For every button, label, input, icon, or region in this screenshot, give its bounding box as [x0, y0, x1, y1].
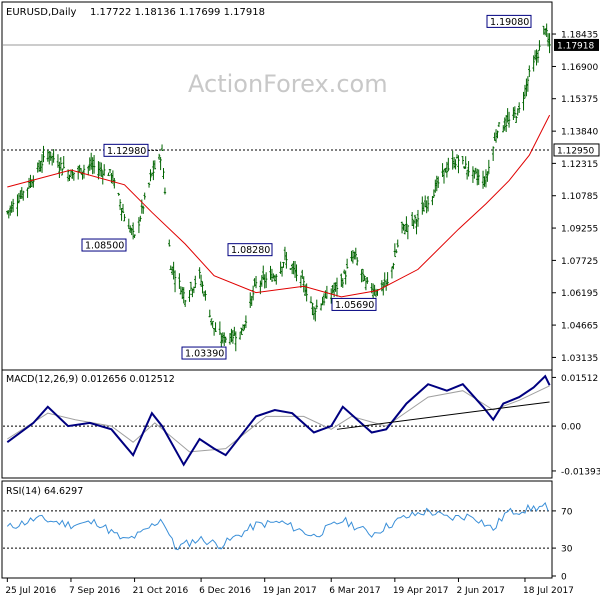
price-series [6, 23, 551, 352]
macd-line [6, 374, 551, 467]
rsi-line [6, 501, 549, 551]
macd-y-tick-label: -0.01393S [561, 467, 600, 477]
rsi-y-tick-label: 70 [561, 507, 573, 517]
price-annotation-box [181, 346, 227, 360]
x-tick-label: 21 Oct 2016 [133, 586, 189, 596]
price-annotation-box [227, 243, 273, 257]
price-annotation-label: 1.12980 [107, 146, 146, 157]
macd-pane: MACD(12,26,9) 0.012656 0.012512 0.015120… [1, 369, 600, 479]
symbol-title: EURUSD,Daily [6, 7, 77, 18]
price-y-tick-label: 1.16900 [561, 63, 598, 73]
price-pane-frame [1, 1, 553, 371]
price-y-tick-label: 1.12315 [561, 160, 598, 170]
x-tick-label: 18 Jul 2017 [523, 586, 574, 596]
price-y-tick-label: 1.18435 [561, 31, 598, 41]
x-axis: 25 Jul 2016 7 Sep 2016 21 Oct 2016 6 Dec 20… [5, 578, 574, 596]
rsi-y-tick-label: 30 [561, 545, 573, 555]
price-horizontal-levels: 1.12950 1.17918 [3, 38, 600, 157]
price-annotation-box [486, 14, 532, 28]
price-y-tick-label: 1.03135 [561, 354, 598, 364]
rsi-series [3, 501, 551, 551]
macd-signal-line [7, 385, 550, 453]
current-price-badge [554, 38, 599, 51]
price-annotation-label: 1.19080 [490, 17, 529, 28]
price-y-tick-label: 1.04665 [561, 322, 598, 332]
macd-y-tick-label: 0.00 [561, 423, 581, 433]
ohlc-readout: 1.17722 1.18136 1.17699 1.17918 [90, 7, 265, 18]
price-y-tick-label: 1.06195 [561, 289, 598, 299]
price-annotation-label: 1.08500 [85, 241, 124, 252]
price-y-tick-label: 1.07725 [561, 257, 598, 267]
rsi-y-axis: 70 30 0 [552, 507, 573, 583]
macd-y-tick-label: 0.01512 [561, 374, 598, 384]
x-tick-label: 6 Dec 2016 [199, 586, 251, 596]
price-annotations: 1.19080 1.12980 1.08500 1.08280 1.05690 1.033… [81, 14, 532, 360]
rsi-pane-frame [1, 480, 553, 579]
macd-y-axis: 0.01512 0.00 -0.01393S [552, 374, 600, 477]
moving-average-line [7, 114, 551, 298]
price-annotation-box [81, 238, 127, 252]
price-annotation-box [331, 297, 377, 311]
price-y-axis: 1.18435 1.16900 1.15375 1.13840 1.12315 1.107… [552, 31, 598, 364]
x-tick-label: 2 Jun 2017 [456, 586, 504, 596]
price-y-tick-label: 1.15375 [561, 95, 598, 105]
price-y-tick-label: 1.10785 [561, 192, 598, 202]
rsi-title: RSI(14) 64.6297 [6, 486, 83, 497]
price-pane: ActionForex.com EURUSD,Daily 1.17722 1.1… [1, 1, 600, 371]
price-annotation-label: 1.03390 [185, 349, 224, 360]
watermark: ActionForex.com [188, 70, 388, 98]
macd-series [3, 374, 551, 467]
rsi-y-tick-label: 0 [561, 573, 567, 583]
current-price-label: 1.17918 [557, 41, 594, 51]
macd-trendline [336, 401, 550, 430]
price-y-tick-label: 1.13840 [561, 128, 598, 138]
x-tick-label: 6 Mar 2017 [329, 586, 380, 596]
x-tick-label: 7 Sep 2016 [69, 586, 121, 596]
support-level-badge [553, 143, 600, 157]
x-tick-label: 25 Jul 2016 [5, 586, 56, 596]
price-y-tick-label: 1.09255 [561, 225, 598, 235]
support-level-label: 1.12950 [557, 146, 594, 156]
x-tick-label: 19 Apr 2017 [393, 586, 449, 596]
price-annotation-label: 1.08280 [231, 245, 270, 256]
rsi-pane: RSI(14) 64.6297 70 30 0 [1, 480, 573, 583]
price-annotation-label: 1.05690 [335, 300, 374, 311]
x-tick-label: 19 Jan 2017 [263, 586, 317, 596]
macd-title: MACD(12,26,9) 0.012656 0.012512 [6, 374, 175, 385]
